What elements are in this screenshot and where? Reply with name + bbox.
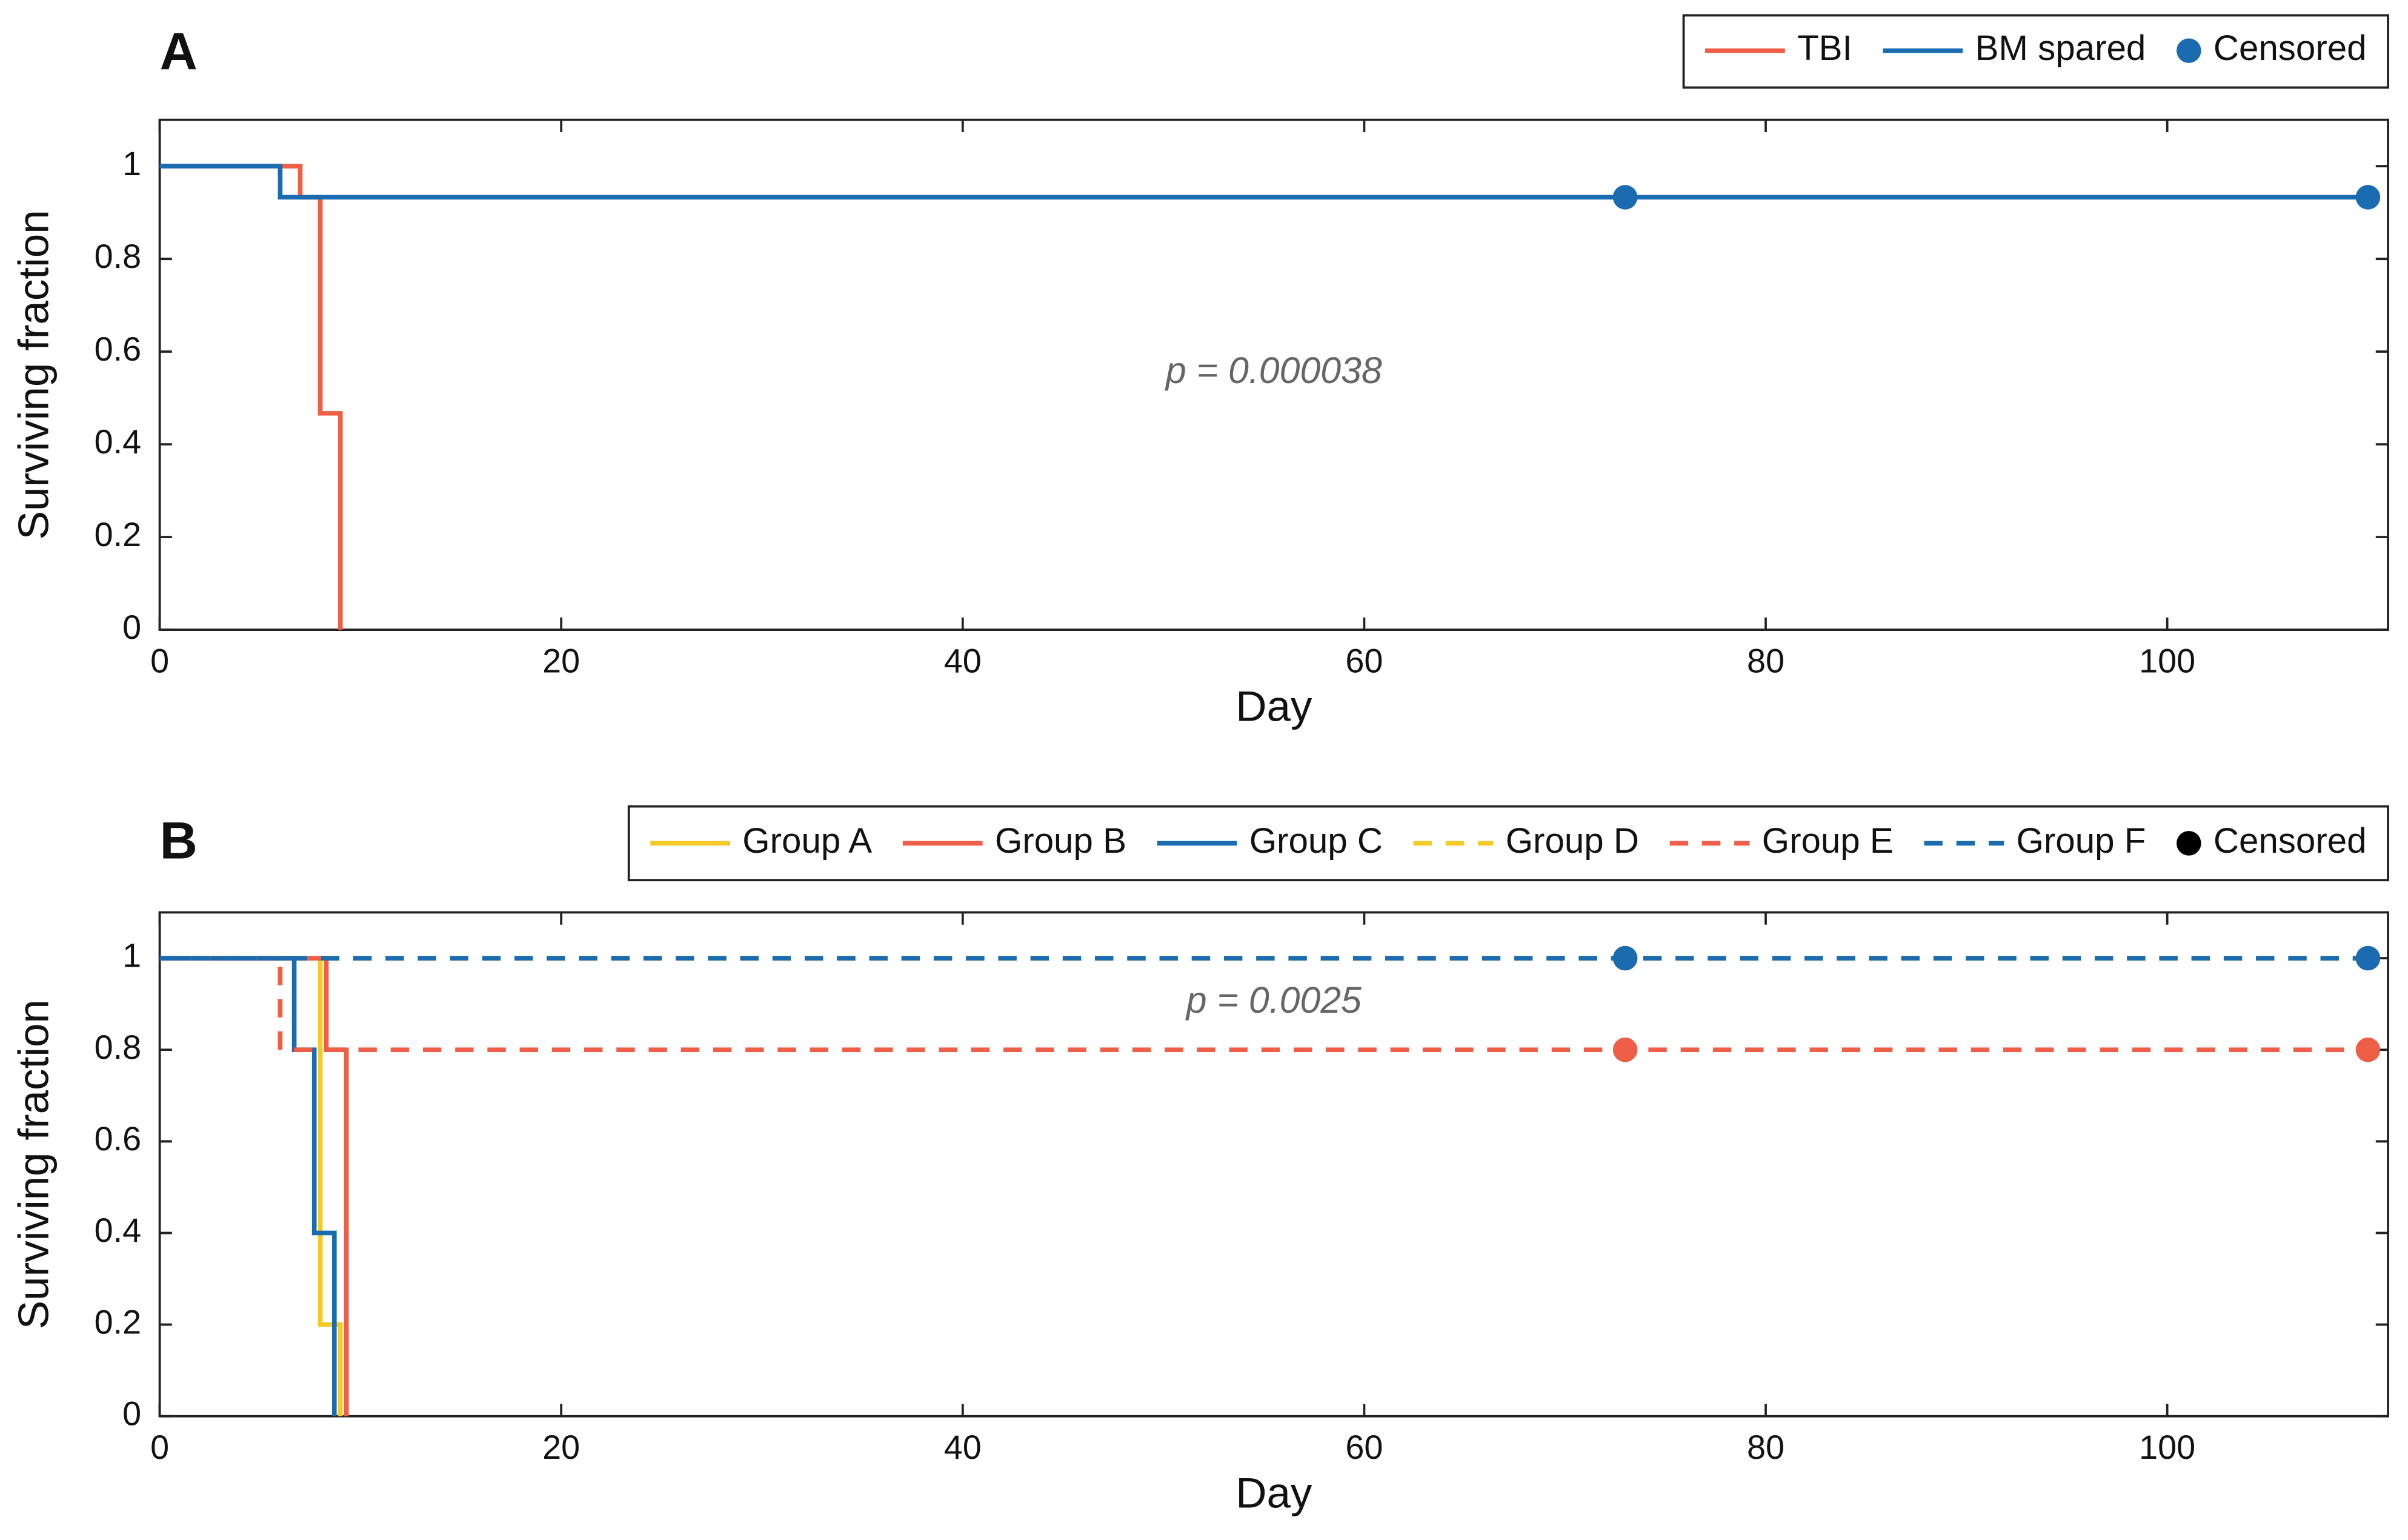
x-tick-label: 80 — [1747, 642, 1784, 680]
y-tick-label: 1 — [122, 937, 141, 975]
x-tick-label: 100 — [2139, 1428, 2195, 1466]
y-tick-label: 0 — [122, 1395, 141, 1432]
legend-label: Censored — [2213, 821, 2367, 861]
legend-label: Group D — [1506, 821, 1639, 861]
x-tick-label: 20 — [542, 1428, 580, 1466]
plot-area — [158, 911, 2389, 1418]
censored-marker — [1612, 945, 1638, 971]
legend-label: Group B — [995, 821, 1126, 861]
legend-label: Group A — [742, 821, 872, 861]
survival-curve — [159, 164, 343, 630]
y-axis-label: Surviving fraction — [10, 999, 58, 1329]
legend-label: Group F — [2017, 821, 2146, 861]
y-tick-label: 0.2 — [95, 516, 142, 553]
x-tick-label: 60 — [1345, 642, 1383, 680]
x-tick-label: 40 — [944, 1428, 982, 1466]
survival-curve — [159, 956, 337, 1416]
survival-curve — [159, 164, 2368, 200]
legend: TBI BM spared Censored — [1682, 14, 2389, 89]
x-tick-label: 20 — [542, 642, 580, 680]
censored-marker — [2355, 1037, 2381, 1062]
y-tick-label: 0.6 — [95, 330, 142, 368]
y-tick-label: 0.2 — [95, 1303, 142, 1341]
legend-box — [1682, 14, 2389, 89]
annotation: p = 0.000038 — [1165, 350, 1382, 391]
legend-label: Group E — [1762, 821, 1894, 861]
legend-label: TBI — [1797, 28, 1852, 68]
x-axis-label: Day — [1236, 1469, 1312, 1517]
annotation: p = 0.0025 — [1185, 979, 1362, 1021]
panel-label: B — [160, 812, 198, 870]
y-tick-label: 0 — [122, 608, 141, 646]
y-tick-label: 0.4 — [95, 1212, 142, 1249]
x-axis-label: Day — [1236, 683, 1312, 731]
x-tick-label: 40 — [944, 642, 982, 680]
censored-marker — [1612, 1037, 1638, 1062]
x-tick-label: 60 — [1345, 1428, 1383, 1466]
y-tick-label: 0.6 — [95, 1120, 142, 1158]
legend: Group A Group B Group C Group D Group E Group… — [627, 805, 2389, 882]
censored-marker — [2355, 945, 2381, 971]
plot-area — [158, 118, 2389, 632]
legend-label: BM spared — [1975, 28, 2146, 68]
y-tick-label: 0.4 — [95, 423, 142, 461]
survival-curve — [159, 956, 2368, 1052]
y-tick-label: 0.8 — [95, 238, 142, 275]
x-tick-label: 0 — [150, 1428, 169, 1466]
x-tick-label: 80 — [1747, 1428, 1784, 1466]
legend-label: Censored — [2213, 28, 2367, 68]
censored-marker — [2355, 185, 2381, 210]
y-tick-label: 1 — [122, 145, 141, 182]
y-axis-label: Surviving fraction — [10, 210, 58, 539]
x-tick-label: 100 — [2139, 642, 2195, 680]
legend-swatch — [2177, 831, 2201, 856]
censored-marker — [1612, 185, 1638, 210]
legend-label: Group C — [1249, 821, 1383, 861]
y-tick-label: 0.8 — [95, 1028, 142, 1066]
legend-swatch — [2177, 38, 2201, 63]
x-tick-label: 0 — [150, 642, 169, 680]
panel-label: A — [160, 22, 198, 81]
